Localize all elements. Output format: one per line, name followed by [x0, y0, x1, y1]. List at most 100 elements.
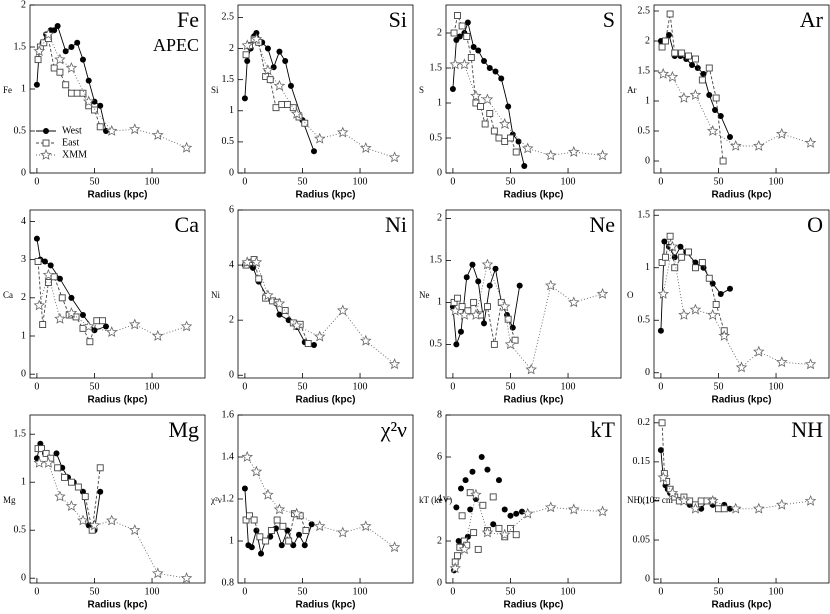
- marker-point: [42, 28, 55, 40]
- marker-point: [151, 329, 164, 341]
- marker-point: [54, 490, 66, 502]
- marker-point: [666, 487, 679, 499]
- y-tick-label: 1.5: [638, 210, 651, 221]
- marker-point: [567, 296, 580, 308]
- marker-point: [102, 323, 109, 330]
- marker-point: [715, 505, 722, 513]
- marker-point: [691, 55, 699, 63]
- marker-point: [58, 294, 66, 302]
- y-tick-label: 0: [645, 573, 650, 584]
- marker-point: [388, 151, 401, 163]
- y-axis-label: Ne: [419, 290, 430, 300]
- marker-point: [470, 308, 482, 320]
- marker-point: [74, 39, 81, 46]
- marker-point: [678, 494, 690, 506]
- marker-point: [700, 71, 707, 77]
- marker-point: [81, 493, 89, 501]
- marker-point: [449, 86, 456, 92]
- marker-point: [458, 543, 471, 555]
- marker-point: [129, 123, 141, 135]
- y-tick-label: 4: [229, 259, 234, 270]
- y-tick-label: 2: [437, 535, 442, 546]
- marker-point: [489, 493, 497, 501]
- y-tick-label: 0: [645, 367, 650, 378]
- marker-point: [707, 124, 719, 136]
- marker-point: [44, 279, 52, 286]
- y-tick-label: 0: [645, 155, 650, 166]
- marker-point: [65, 61, 78, 73]
- marker-point: [308, 521, 315, 528]
- series-line: [662, 246, 811, 369]
- marker-point: [776, 498, 788, 510]
- marker-point: [42, 449, 50, 457]
- marker-point: [273, 516, 281, 524]
- series-line: [247, 261, 395, 365]
- marker-point: [470, 488, 482, 500]
- marker-point: [83, 95, 95, 107]
- marker-point: [33, 456, 45, 468]
- marker-point: [718, 329, 730, 341]
- x-tick-label: 50: [505, 381, 515, 392]
- marker-point: [151, 567, 164, 579]
- x-tick-label: 100: [145, 381, 160, 392]
- marker-point: [505, 103, 512, 110]
- marker-point: [499, 117, 511, 129]
- marker-point: [267, 527, 275, 534]
- y-tick-label: 2: [21, 0, 26, 10]
- marker-point: [291, 107, 303, 119]
- y-tick-label: 4: [437, 493, 442, 504]
- marker-point: [47, 262, 54, 269]
- x-tick-label: 100: [769, 176, 784, 187]
- series-line: [660, 34, 731, 138]
- marker-point: [33, 299, 45, 311]
- marker-point: [51, 27, 58, 34]
- marker-point: [79, 89, 87, 97]
- marker-point: [495, 477, 502, 484]
- x-tick-label: 100: [561, 176, 576, 187]
- marker-point: [596, 149, 609, 161]
- marker-point: [486, 282, 493, 289]
- marker-point: [475, 47, 482, 54]
- legend-label: West: [62, 125, 82, 136]
- marker-point: [67, 478, 75, 486]
- y-tick-label: 1: [645, 262, 650, 273]
- marker-point: [291, 319, 303, 331]
- y-axis-label: S: [419, 85, 424, 95]
- marker-point: [88, 519, 101, 531]
- marker-point: [106, 124, 118, 136]
- x-tick-label: 50: [505, 176, 515, 187]
- y-axis-label: Si: [211, 85, 219, 95]
- y-tick-label: 0: [229, 167, 234, 178]
- marker-point: [688, 62, 695, 68]
- marker-point: [804, 494, 817, 506]
- marker-point: [726, 285, 733, 292]
- marker-point: [273, 79, 286, 91]
- marker-point: [97, 102, 104, 109]
- marker-point: [463, 33, 471, 40]
- marker-point: [62, 81, 70, 89]
- marker-point: [96, 464, 104, 472]
- marker-point: [698, 76, 706, 84]
- marker-point: [521, 163, 528, 169]
- marker-point: [241, 95, 248, 102]
- marker-point: [289, 104, 297, 112]
- x-tick-label: 100: [353, 176, 368, 187]
- marker-point: [705, 274, 713, 282]
- y-axis-label: O: [627, 290, 634, 300]
- y-tick-label: 0: [229, 370, 234, 381]
- y-tick-label: 0: [21, 368, 26, 379]
- x-tick-label: 50: [89, 176, 99, 187]
- x-axis-label: Radius (kpc): [87, 190, 147, 201]
- y-tick-label: 0.05: [633, 534, 651, 545]
- y-axis-label: Mg: [3, 495, 16, 505]
- marker-point: [68, 294, 75, 301]
- marker-point: [74, 483, 82, 491]
- y-tick-label: 0: [437, 167, 442, 178]
- y-tick-label: 8: [437, 409, 442, 420]
- x-tick-label: 0: [242, 586, 247, 597]
- x-tick-label: 100: [353, 381, 368, 392]
- x-tick-label: 0: [34, 586, 39, 597]
- y-tick-label: 0.5: [430, 339, 443, 350]
- x-tick-label: 100: [145, 176, 160, 187]
- x-tick-label: 0: [450, 176, 455, 187]
